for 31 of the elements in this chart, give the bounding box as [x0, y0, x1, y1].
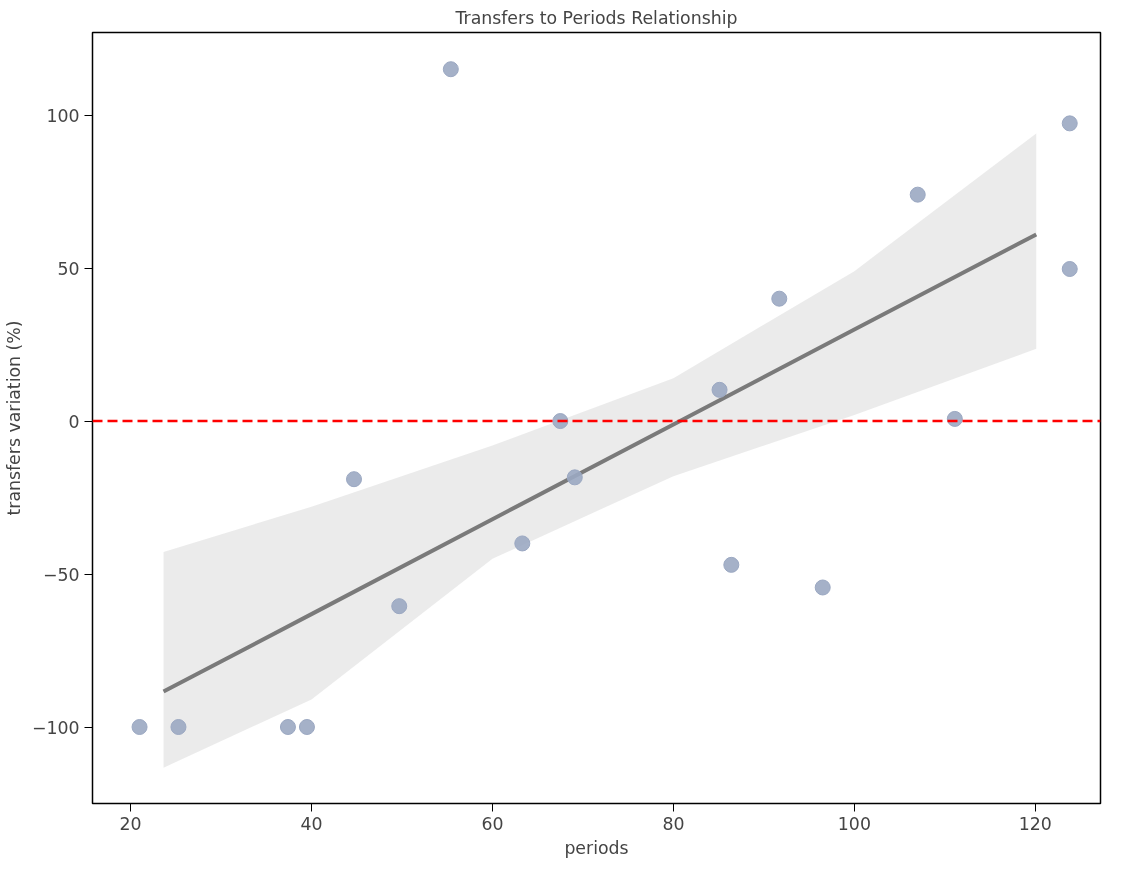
- point: [346, 471, 362, 488]
- y-tick-label: −50: [42, 564, 80, 585]
- point: [131, 719, 148, 735]
- x-tick-label: 40: [300, 813, 323, 834]
- point: [771, 290, 788, 307]
- x-tick-label: 120: [1018, 813, 1052, 834]
- x-tick-label: 20: [119, 813, 142, 834]
- point: [1061, 115, 1078, 132]
- point: [298, 719, 315, 735]
- y-axis-title: transfers variation (%): [3, 320, 24, 516]
- y-tick-label: 100: [46, 105, 80, 126]
- point: [814, 579, 831, 596]
- y-tick-label: 50: [57, 258, 80, 279]
- chart-title: Transfers to Periods Relationship: [454, 7, 738, 28]
- y-tick-label: 0: [68, 411, 80, 432]
- point: [442, 61, 459, 78]
- point: [279, 719, 296, 735]
- point: [1061, 261, 1078, 277]
- x-tick-label: 100: [837, 813, 871, 834]
- point: [711, 381, 728, 398]
- point: [566, 469, 583, 486]
- point: [391, 598, 408, 615]
- x-tick-label: 80: [662, 813, 685, 834]
- x-axis-title: periods: [564, 837, 629, 858]
- x-tick-label: 60: [481, 813, 504, 834]
- line-series: [161, 232, 1039, 694]
- point: [909, 186, 926, 203]
- point: [723, 556, 740, 573]
- y-tick-label: −100: [31, 717, 80, 738]
- point: [514, 535, 531, 552]
- point: [170, 719, 187, 735]
